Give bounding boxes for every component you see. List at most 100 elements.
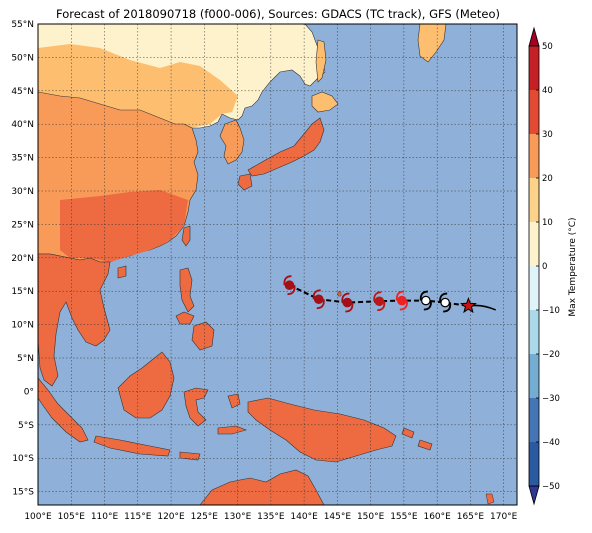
land-borneo: [117, 351, 175, 419]
lon-label: 100°E: [24, 512, 52, 522]
land-japan-hokkaido: [311, 91, 339, 113]
colorbar-tick-label: −30: [542, 394, 560, 404]
current-position-star: [459, 296, 477, 314]
tc-track: [283, 275, 497, 314]
colorbar-segment: [529, 46, 539, 90]
colorbar-segment: [529, 222, 539, 266]
map-frame: [37, 23, 518, 506]
lon-label: 125°E: [191, 512, 219, 522]
lat-label: 40°N: [11, 120, 34, 130]
cyclone-arm: [373, 291, 386, 312]
cyclone-arm: [283, 275, 296, 296]
lat-label: 10°S: [12, 454, 34, 464]
lon-label: 155°E: [390, 512, 418, 522]
map-panel: [38, 24, 517, 505]
lon-label: 165°E: [457, 512, 485, 522]
cyclone-symbol: [395, 290, 408, 311]
longitude-labels: 100°E 105°E 110°E 115°E 120°E 125°E 130°E 135°E…: [24, 512, 517, 522]
lat-label: 5°S: [18, 421, 34, 431]
cyclone-arm: [439, 292, 452, 313]
figure-title: Forecast of 2018090718 (f000-006), Sourc…: [56, 7, 500, 21]
colorbar-max-arrow: [528, 26, 540, 47]
land-indochina: [38, 253, 111, 387]
cyclone-center: [374, 296, 385, 307]
land-taiwan: [181, 225, 191, 247]
lon-label: 135°E: [257, 512, 285, 522]
colorbar-segment: [529, 354, 539, 398]
lat-label: 0°: [24, 387, 34, 397]
cyclone-symbol: [341, 292, 354, 313]
cyclone-arm: [395, 290, 408, 311]
land-australia: [199, 469, 325, 505]
cyclone-symbol: [439, 292, 452, 313]
colorbar-tick-label: −20: [542, 350, 560, 360]
colorbar-segment: [529, 266, 539, 310]
colorbar-segment: [529, 178, 539, 222]
cyclone-center: [440, 297, 450, 308]
lon-label: 115°E: [124, 512, 152, 522]
land-philippines-mindanao: [191, 321, 215, 351]
colorbar-segment: [529, 442, 539, 486]
lon-label: 145°E: [324, 512, 352, 522]
cyclone-symbol: [312, 289, 325, 310]
colorbar-tick-label: 30: [542, 130, 553, 140]
lat-label: 50°N: [11, 53, 34, 63]
lat-label: 55°N: [11, 20, 34, 30]
cyclone-symbol: [283, 275, 296, 296]
lat-label: 15°S: [12, 488, 34, 498]
cyclone-center: [342, 297, 353, 308]
cyclone-arm: [419, 290, 432, 311]
land-korea: [219, 119, 245, 165]
colorbar-tick-label: 0: [542, 262, 547, 272]
lon-label: 150°E: [357, 512, 385, 522]
cyclone-center: [284, 280, 295, 291]
colorbar: 50 40 30 20 10 0 −10 −20 −30 −40 −50: [528, 26, 560, 506]
lon-label: 130°E: [224, 512, 252, 522]
colorbar-tick-label: −50: [542, 482, 560, 492]
land-solomons: [401, 427, 433, 451]
land-china-south: [60, 190, 188, 262]
lat-label: 30°N: [11, 187, 34, 197]
cyclone-center: [397, 295, 407, 306]
land-new-guinea: [247, 397, 397, 463]
land-sakhalin: [315, 39, 327, 83]
lat-label: 5°N: [17, 354, 34, 364]
lat-label: 15°N: [11, 287, 34, 297]
lon-label: 110°E: [91, 512, 119, 522]
land-kamchatka: [417, 24, 447, 63]
land-japan-kyushu: [237, 173, 253, 191]
cyclone-center: [421, 295, 431, 306]
land-philippines-visayas: [175, 311, 195, 325]
colorbar-label: Max Temperature (°C): [568, 217, 578, 316]
colorbar-min-arrow: [528, 485, 540, 506]
cyclone-arm: [312, 289, 325, 310]
lon-label: 160°E: [423, 512, 451, 522]
land-sumatra: [38, 377, 89, 443]
latitude-labels: 55°N 50°N 45°N 40°N 35°N 30°N 25°N 20°N 15°N 10°N…: [11, 20, 34, 498]
land-java: [93, 435, 171, 457]
colorbar-tick-label: 50: [542, 42, 553, 52]
colorbar-tick-label: 20: [542, 174, 553, 184]
colorbar-segment: [529, 134, 539, 178]
cyclone-center: [313, 294, 324, 305]
lat-label: 25°N: [11, 220, 34, 230]
colorbar-segment: [529, 90, 539, 134]
colorbar-tick-label: −40: [542, 438, 560, 448]
cyclone-arm: [341, 292, 354, 313]
lon-label: 105°E: [58, 512, 86, 522]
lat-label: 35°N: [11, 154, 34, 164]
land-philippines-luzon: [179, 267, 195, 313]
lon-label: 120°E: [157, 512, 185, 522]
cyclone-symbol: [373, 291, 386, 312]
land-maluku-timor: [179, 393, 247, 461]
land-sulawesi: [183, 387, 209, 427]
lon-label: 140°E: [290, 512, 318, 522]
lon-label: 170°E: [490, 512, 518, 522]
land-hainan: [117, 265, 127, 279]
colorbar-tick-label: −10: [542, 306, 560, 316]
colorbar-tick-label: 40: [542, 86, 553, 96]
colorbar-segment: [529, 310, 539, 354]
cyclone-symbol: [419, 290, 432, 311]
